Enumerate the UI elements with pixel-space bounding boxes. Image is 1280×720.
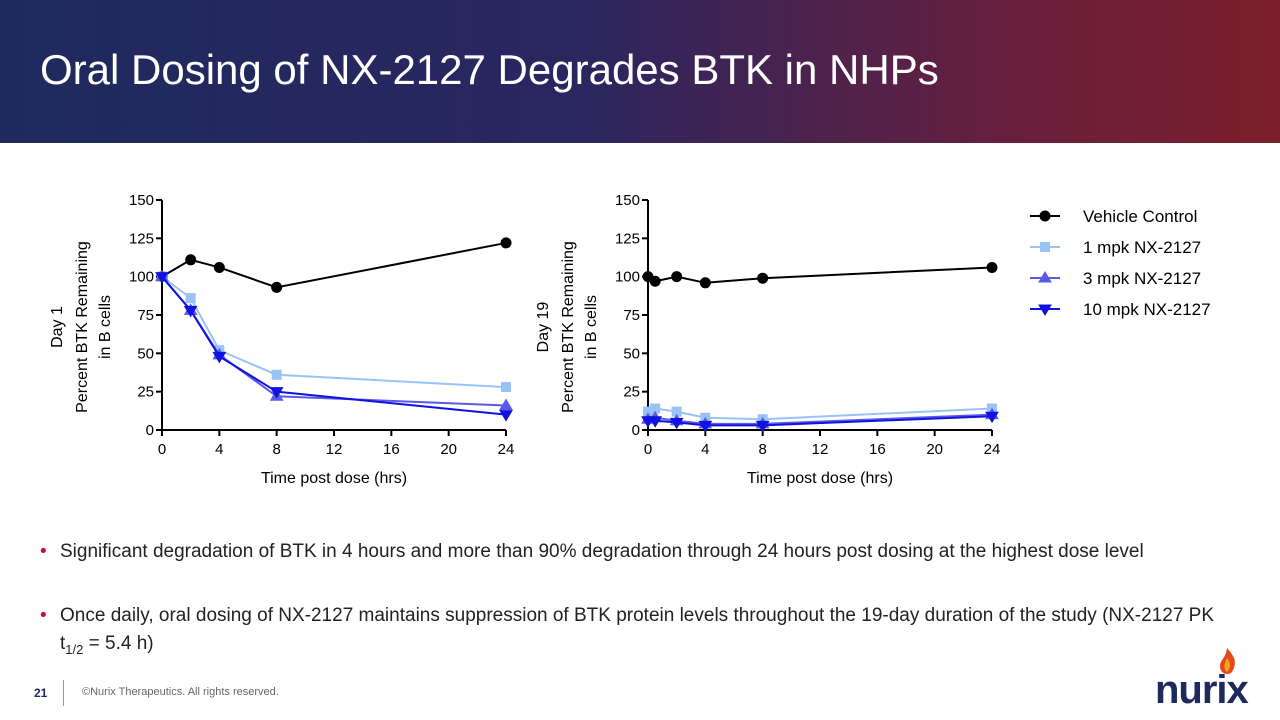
y-tick-label: 125 [129, 230, 154, 247]
data-point [155, 272, 169, 284]
data-point [213, 261, 225, 273]
data-point [986, 261, 998, 273]
x-tick-label: 8 [758, 441, 766, 458]
x-tick-label: 12 [812, 441, 829, 458]
y-tick-label: 150 [615, 192, 640, 209]
data-point [501, 382, 511, 393]
y-axis-label: Percent BTK Remaining [560, 241, 577, 413]
y-tick-label: 75 [137, 307, 154, 324]
x-tick-label: 4 [215, 441, 223, 458]
legend-marker [1039, 210, 1051, 222]
y-axis-label: in B cells [583, 295, 600, 359]
legend-marker [1038, 271, 1052, 283]
legend-label: 3 mpk NX-2127 [1083, 269, 1201, 288]
slide-title: Oral Dosing of NX-2127 Degrades BTK in N… [40, 46, 939, 93]
bullet-text: Significant degradation of BTK in 4 hour… [60, 541, 1144, 562]
data-point [499, 410, 513, 422]
data-point [648, 416, 663, 428]
x-tick-label: 24 [984, 441, 1001, 458]
copyright: ©Nurix Therapeutics. All rights reserved… [82, 686, 279, 698]
y-tick-label: 50 [623, 345, 640, 362]
y-tick-label: 75 [623, 307, 640, 324]
series-line [647, 266, 993, 284]
data-point [185, 293, 196, 304]
data-point [671, 271, 683, 283]
data-point [271, 369, 282, 380]
x-axis-label: Time post dose (hrs) [747, 470, 893, 487]
y-axis-label: Day 19 [535, 302, 552, 353]
y-tick-label: 25 [137, 384, 154, 401]
legend-label: 1 mpk NX-2127 [1083, 238, 1201, 257]
data-point [649, 275, 661, 287]
bullet-text: = 5.4 h) [83, 633, 154, 654]
series-line [161, 275, 507, 389]
x-tick-label: 16 [383, 441, 400, 458]
y-axis-label: Percent BTK Remaining [74, 241, 91, 413]
y-axis-label: in B cells [97, 295, 114, 359]
data-point [212, 351, 227, 364]
x-tick-label: 12 [326, 441, 343, 458]
data-point [500, 237, 512, 249]
y-tick-label: 50 [137, 345, 154, 362]
y-tick-label: 25 [623, 384, 640, 401]
bullet: Once daily, oral dosing of NX-2127 maint… [40, 602, 1220, 664]
x-tick-label: 24 [498, 441, 515, 458]
y-tick-label: 100 [615, 269, 640, 286]
x-tick-label: 16 [869, 441, 886, 458]
legend-label: Vehicle Control [1083, 207, 1197, 226]
y-axis-label: Day 1 [49, 306, 66, 348]
data-point [699, 277, 711, 289]
data-point [985, 411, 999, 424]
separator [63, 680, 64, 706]
logo-flame [1220, 648, 1235, 674]
y-tick-label: 125 [615, 230, 640, 247]
x-axis-label: Time post dose (hrs) [261, 470, 407, 487]
header-band: Oral Dosing of NX-2127 Degrades BTK in N… [0, 0, 1280, 143]
x-tick-label: 8 [272, 441, 280, 458]
data-point [183, 305, 198, 318]
legend-marker [1038, 304, 1052, 316]
bullet-subscript: 1/2 [65, 641, 84, 657]
x-tick-label: 0 [644, 441, 652, 458]
x-tick-label: 4 [701, 441, 709, 458]
legend-label: 10 mpk NX-2127 [1083, 300, 1211, 319]
data-point [698, 420, 713, 433]
data-point [269, 387, 284, 399]
logo: nurix [1155, 668, 1249, 712]
data-point [669, 417, 684, 430]
page-number: 21 [34, 686, 48, 700]
bullet-text: Once daily, oral dosing of NX-2127 maint… [60, 605, 1215, 654]
charts: 0 25 50 75 100 125 150 0 4 8 12 16 20 24 Time post dos… [49, 192, 1211, 487]
bullet: Significant degradation of BTK in 4 hour… [40, 538, 1220, 566]
y-tick-label: 100 [129, 269, 154, 286]
data-point [185, 254, 197, 266]
data-point [755, 420, 770, 433]
series-line [161, 276, 507, 416]
data-point [757, 272, 769, 284]
y-tick-label: 0 [632, 422, 640, 439]
data-point [499, 398, 513, 410]
legend-marker [1040, 242, 1050, 252]
x-tick-label: 20 [440, 441, 457, 458]
y-tick-label: 0 [146, 422, 154, 439]
x-tick-label: 20 [926, 441, 943, 458]
y-tick-label: 150 [129, 192, 154, 209]
data-point [271, 281, 283, 293]
x-tick-label: 0 [158, 441, 166, 458]
series-line [161, 241, 507, 289]
